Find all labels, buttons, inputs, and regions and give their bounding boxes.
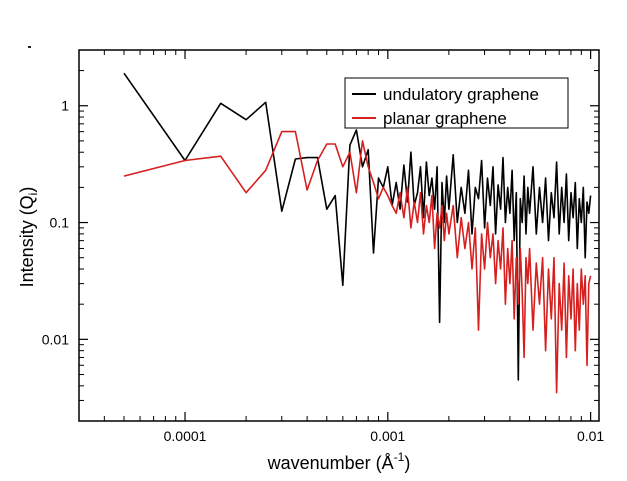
x-tick-label: 0.01 xyxy=(577,428,604,444)
legend-box xyxy=(344,77,569,129)
plot-frame xyxy=(78,49,600,422)
legend-label-undulatory: undulatory graphene xyxy=(383,85,539,104)
x-tick-label: 0.001 xyxy=(370,428,405,444)
x-axis-label: wavenumber (Å-1) xyxy=(267,450,411,473)
legend: undulatory graphene planar graphene xyxy=(344,77,569,129)
stray-mark xyxy=(28,46,31,48)
y-tick-label: 0.1 xyxy=(50,215,70,231)
series-line-planar xyxy=(123,130,592,394)
minor-ticks xyxy=(78,50,599,421)
y-tick-label: 1 xyxy=(61,98,69,114)
series-layer xyxy=(123,72,592,394)
x-tick-label: 0.0001 xyxy=(164,428,207,444)
y-axis-label: Intensity (Qi) xyxy=(17,187,40,288)
tick-layer: 0.0001 0.001 0.01 1 0.1 0.01 xyxy=(42,50,604,444)
legend-label-planar: planar graphene xyxy=(383,109,507,128)
series-line-undulatory xyxy=(123,72,592,381)
y-tick-label: 0.01 xyxy=(42,331,69,347)
